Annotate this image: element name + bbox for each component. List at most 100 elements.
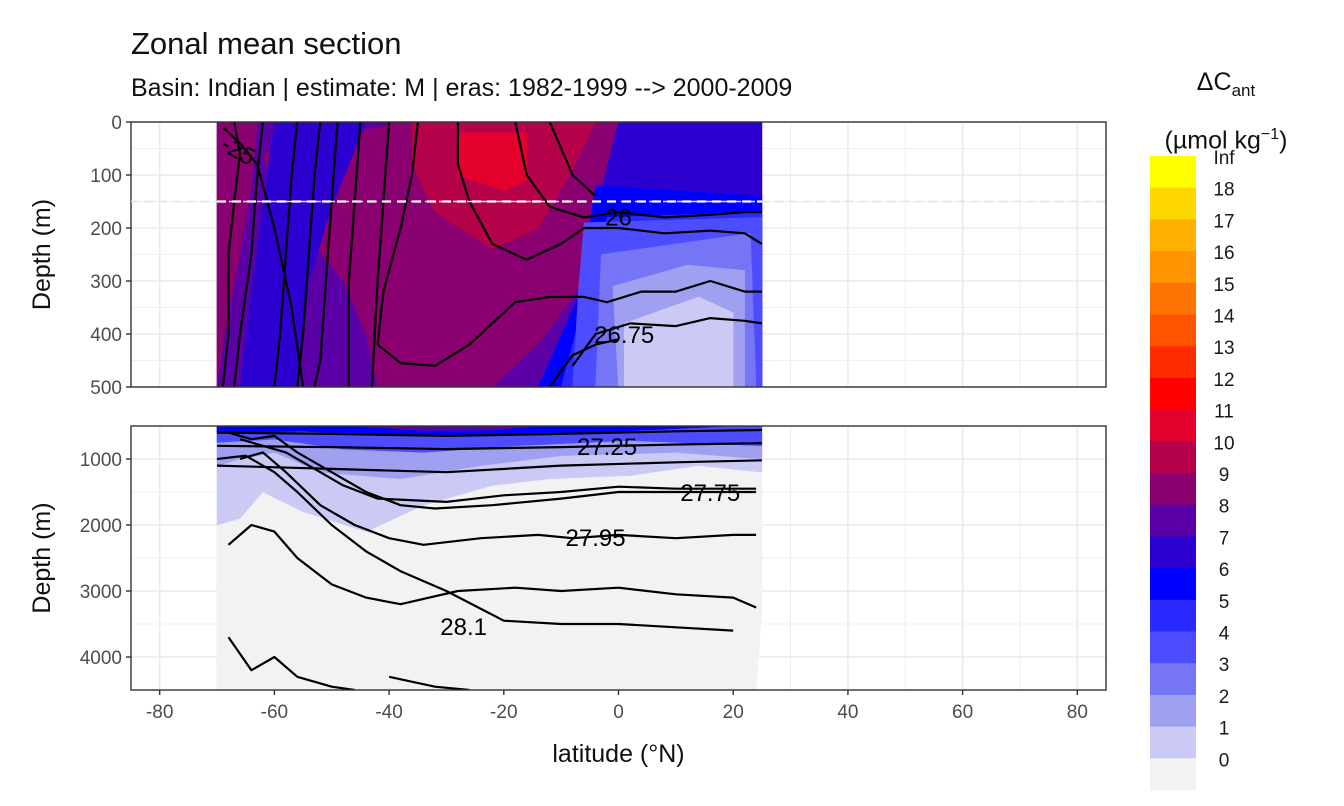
legend-title: ΔCant (µmol kg−1) bbox=[1146, 60, 1306, 162]
legend-swatch-9 bbox=[1150, 473, 1196, 506]
top-contour-label: 26 bbox=[605, 204, 632, 231]
legend-units-sup: −1 bbox=[1260, 126, 1280, 143]
legend-units-prefix: (µmol kg bbox=[1164, 126, 1261, 155]
legend-title-variable: ΔCant bbox=[1146, 60, 1306, 113]
legend-label: 5 bbox=[1219, 592, 1230, 613]
legend-label: 8 bbox=[1219, 497, 1230, 518]
top-isopycnal-line bbox=[222, 126, 305, 387]
top-isopycnal-line bbox=[347, 122, 362, 387]
bottom-contour-label: 27.95 bbox=[566, 525, 626, 552]
top-isopycnal-line bbox=[221, 122, 242, 387]
top-isopycnal-line bbox=[376, 122, 762, 367]
legend-label: 6 bbox=[1219, 560, 1230, 581]
top-isopycnal-line bbox=[313, 122, 339, 387]
xtick-label: 40 bbox=[837, 702, 858, 723]
bottom-ytick-label: 3000 bbox=[80, 582, 122, 603]
bottom-panel: 27.25 27.75 27.95 28.1 bbox=[130, 425, 1107, 691]
legend-swatch-17 bbox=[1150, 219, 1196, 252]
legend-label: 2 bbox=[1219, 687, 1230, 708]
legend-title-units: (µmol kg−1) bbox=[1146, 113, 1306, 162]
legend-label: Inf bbox=[1213, 148, 1235, 169]
bottom-isopycnal-line bbox=[216, 454, 734, 632]
legend-swatch-2 bbox=[1150, 694, 1196, 728]
bottom-ytick-label: 2000 bbox=[80, 516, 122, 537]
legend-swatch-3 bbox=[1150, 663, 1196, 696]
legend-swatch-5 bbox=[1150, 599, 1196, 632]
top-ytick-label: 200 bbox=[90, 219, 122, 240]
legend-label: 11 bbox=[1214, 402, 1234, 423]
legend-swatch-14 bbox=[1150, 314, 1196, 347]
top-fill-level-7 bbox=[239, 122, 367, 387]
legend-label: 16 bbox=[1213, 243, 1234, 264]
top-y-axis-label: Depth (m) bbox=[28, 199, 56, 310]
top-isopycnal-line bbox=[296, 122, 322, 387]
top-ytick-label: 500 bbox=[90, 378, 122, 399]
legend-label: 18 bbox=[1213, 180, 1234, 201]
top-isopycnal-line bbox=[548, 338, 619, 387]
legend-label: 9 bbox=[1219, 465, 1230, 486]
top-isopycnals bbox=[221, 122, 763, 387]
legend-swatch-11 bbox=[1150, 409, 1196, 442]
bottom-isopycnal-line bbox=[239, 451, 757, 546]
chart-title: Zonal mean section bbox=[131, 26, 402, 61]
bottom-isopycnal-line bbox=[228, 431, 757, 510]
xtick-label: 20 bbox=[723, 702, 744, 723]
top-filled-contours bbox=[216, 122, 763, 387]
legend-swatch-1 bbox=[1150, 726, 1196, 759]
bottom-contour-label: 27.75 bbox=[680, 480, 740, 507]
legend-swatch-7 bbox=[1150, 536, 1196, 569]
legend-label: 17 bbox=[1213, 211, 1234, 232]
bottom-isopycnal-line bbox=[227, 636, 355, 690]
bottom-contour-label: 27.25 bbox=[577, 434, 637, 461]
legend-swatch-6 bbox=[1150, 568, 1196, 601]
legend-swatch-16 bbox=[1150, 251, 1196, 284]
legend-label: 1 bbox=[1219, 719, 1230, 740]
legend-label: 15 bbox=[1213, 275, 1234, 296]
chart-subtitle: Basin: Indian | estimate: M | eras: 1982… bbox=[131, 74, 793, 102]
legend-label: 10 bbox=[1213, 433, 1234, 454]
top-isopycnal-line bbox=[456, 122, 763, 261]
top-isopycnal-line bbox=[514, 122, 762, 219]
xtick-label: -80 bbox=[146, 702, 173, 723]
bottom-isopycnal-line bbox=[388, 675, 470, 690]
legend-label: 12 bbox=[1213, 370, 1234, 391]
legend-label: 7 bbox=[1219, 528, 1230, 549]
legend-swatch-15 bbox=[1150, 282, 1196, 315]
legend-label: 0 bbox=[1219, 750, 1230, 771]
top-fill-level-9 bbox=[216, 122, 258, 387]
top-isopycnal-line bbox=[548, 122, 597, 198]
legend-swatch-10 bbox=[1150, 441, 1196, 474]
bottom-isopycnal-line bbox=[239, 438, 757, 503]
xtick-label: 0 bbox=[613, 702, 624, 723]
bottom-ytick-label: 4000 bbox=[80, 648, 122, 669]
bottom-isopycnals bbox=[216, 428, 762, 690]
legend-swatch-8 bbox=[1150, 504, 1196, 537]
top-contour-label: 26.75 bbox=[594, 322, 654, 349]
xtick-label: -60 bbox=[261, 702, 288, 723]
legend-swatch-12 bbox=[1150, 377, 1196, 411]
top-isopycnal-line bbox=[233, 122, 264, 387]
legend-title-sub: ant bbox=[1231, 81, 1256, 100]
bottom-isopycnal-line bbox=[227, 523, 757, 609]
top-ytick-label: 300 bbox=[90, 272, 122, 293]
xtick-label: 80 bbox=[1067, 702, 1088, 723]
xtick-label: -40 bbox=[375, 702, 402, 723]
top-ytick-label: 400 bbox=[90, 325, 122, 346]
bottom-contour-label: 28.1 bbox=[440, 614, 487, 641]
top-isopycnal-line bbox=[273, 122, 299, 387]
bottom-isopycnal-line bbox=[216, 459, 762, 474]
xtick-label: 60 bbox=[952, 702, 973, 723]
legend-label: 14 bbox=[1213, 307, 1235, 328]
legend-title-main: ΔC bbox=[1196, 68, 1232, 96]
legend-label: 4 bbox=[1219, 624, 1230, 645]
bottom-ytick-label: 1000 bbox=[80, 450, 122, 471]
x-axis-label: latitude (°N) bbox=[552, 740, 684, 768]
legend-units-suffix: ) bbox=[1279, 126, 1288, 155]
bottom-y-axis-label: Depth (m) bbox=[28, 502, 56, 613]
legend-swatch-4 bbox=[1150, 631, 1196, 664]
top-isopycnal-line bbox=[370, 122, 391, 387]
